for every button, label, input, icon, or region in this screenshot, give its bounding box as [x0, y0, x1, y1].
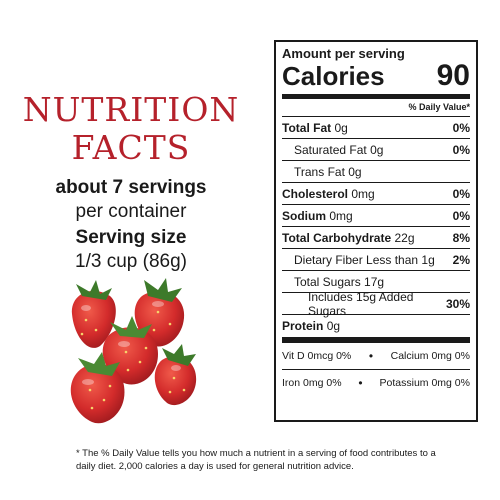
nutrient-name: Protein: [282, 319, 324, 333]
nutrient-name: Includes 15g Added Sugars: [308, 289, 414, 318]
vitamin-d: Vit D 0mcg 0%: [282, 350, 352, 362]
nutrient-name: Sodium: [282, 208, 326, 223]
nutrition-title: NUTRITION: [22, 90, 240, 129]
vitamin-row: Vit D 0mcg 0% • Calcium 0mg 0%: [282, 343, 470, 370]
potassium: Potassium 0mg 0%: [379, 377, 470, 389]
nutrient-amount: 0g: [326, 319, 341, 333]
calories-label: Calories: [282, 61, 385, 91]
serving-size-value: 1/3 cup (86g): [75, 251, 187, 272]
nutrient-name: Cholesterol: [282, 186, 349, 201]
left-column: NUTRITION FACTS about 7 servings per con…: [0, 0, 262, 440]
nutrient-amount: 0g: [348, 164, 362, 179]
nutrient-row-trans-fat: Trans Fat 0g: [282, 161, 470, 183]
amount-per-serving: Amount per serving: [282, 46, 405, 61]
nutrient-row-total-sugars: Total Sugars 17g: [282, 271, 470, 293]
nutrient-name: Saturated Fat: [294, 142, 367, 157]
nutrient-pct: 0%: [452, 120, 470, 135]
nutrient-name: Trans Fat: [294, 164, 345, 179]
nutrient-pct: 30%: [445, 296, 470, 311]
nutrient-pct: 2%: [452, 252, 470, 267]
bullet-separator: •: [368, 349, 374, 363]
thick-divider: [282, 337, 470, 343]
nutrient-pct: 0%: [452, 142, 470, 157]
calcium: Calcium 0mg 0%: [390, 350, 470, 362]
calories-value: 90: [436, 59, 470, 92]
nutrition-facts-panel: Amount per serving Calories 90 % Daily V…: [274, 40, 478, 422]
nutrient-amount: 17g: [364, 274, 385, 289]
nutrient-name: Total Fat: [282, 120, 332, 135]
iron: Iron 0mg 0%: [282, 377, 342, 389]
serving-size-label: Serving size: [75, 227, 187, 248]
calories-row: Calories 90: [282, 59, 470, 92]
nutrient-amount: 22g: [394, 230, 415, 245]
nutrient-pct: 0%: [452, 186, 470, 201]
nutrient-row-protein: Protein 0g: [282, 315, 470, 337]
nutrient-row-total-carbohydrate: Total Carbohydrate 22g 8%: [282, 227, 470, 249]
nutrient-amount: 0g: [334, 120, 348, 135]
nutrient-amount: 0mg: [329, 208, 353, 223]
nutrient-amount: 0mg: [351, 186, 375, 201]
daily-value-footnote: * The % Daily Value tells you how much a…: [76, 448, 436, 472]
bullet-separator: •: [358, 376, 363, 390]
nutrient-name: Total Carbohydrate: [282, 230, 392, 245]
facts-title: FACTS: [71, 128, 191, 167]
nutrient-amount: Less than 1g: [366, 252, 435, 267]
nutrient-pct: 8%: [452, 230, 470, 245]
vitamin-row: Iron 0mg 0% • Potassium 0mg 0%: [282, 370, 470, 396]
strawberries-image: [70, 278, 197, 424]
daily-value-header: % Daily Value*: [282, 99, 470, 117]
nutrient-name: Dietary Fiber: [294, 252, 363, 267]
nutrient-row-dietary-fiber: Dietary Fiber Less than 1g 2%: [282, 249, 470, 271]
nutrient-row-total-fat: Total Fat 0g 0%: [282, 117, 470, 139]
nutrient-row-saturated-fat: Saturated Fat 0g 0%: [282, 139, 470, 161]
nutrient-row-added-sugars: Includes 15g Added Sugars 30%: [282, 289, 470, 318]
nutrient-amount: 0g: [370, 142, 384, 157]
nutrient-pct: 0%: [452, 208, 470, 223]
servings-count: about 7 servings: [55, 177, 207, 198]
nutrient-row-cholesterol: Cholesterol 0mg 0%: [282, 183, 470, 205]
servings-per-container: per container: [75, 201, 187, 222]
thick-divider: [282, 94, 470, 99]
nutrient-row-sodium: Sodium 0mg 0%: [282, 205, 470, 227]
nutrient-name: Total Sugars: [294, 274, 361, 289]
